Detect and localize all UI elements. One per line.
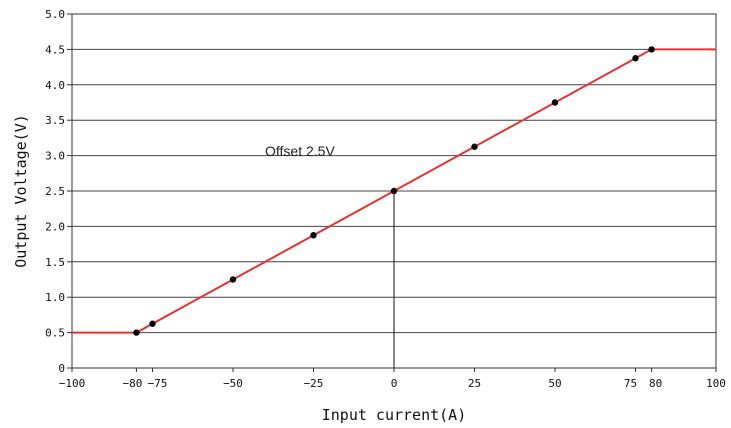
y-tick-label: 0 (58, 362, 65, 375)
data-point (551, 99, 559, 106)
y-tick-label: 3.5 (45, 114, 65, 127)
x-tick-label: 75 (624, 377, 637, 390)
data-point (133, 329, 140, 336)
y-tick-label: 1.5 (45, 256, 65, 269)
data-point (471, 143, 478, 150)
data-points (133, 46, 655, 336)
x-tick-label: 0 (391, 377, 398, 390)
x-tick-label: −50 (223, 377, 243, 390)
offset-annotation: Offset 2.5V (265, 143, 335, 159)
x-tick-label: −100 (59, 377, 86, 390)
y-tick-label: 4.0 (45, 79, 65, 92)
data-point (390, 187, 398, 195)
x-tick-label: 80 (649, 377, 662, 390)
y-tick-label: 2.5 (45, 185, 65, 198)
x-axis-title: Input current(A) (322, 406, 467, 424)
x-tick-label: −25 (304, 377, 324, 390)
y-tick-label: 2.0 (45, 220, 65, 233)
x-tick-label: 100 (706, 377, 726, 390)
x-tick-label: 50 (548, 377, 561, 390)
y-tick-label: 1.0 (45, 291, 65, 304)
data-point (632, 55, 639, 62)
y-axis-title: Output Voltage(V) (12, 114, 30, 268)
data-point (648, 46, 655, 53)
y-tick-label: 3.0 (45, 150, 65, 163)
data-point (229, 276, 237, 283)
data-point (149, 320, 156, 327)
x-tick-label: −80 (122, 377, 142, 390)
y-axis: 0 0.5 1.0 1.5 2.0 2.5 3.0 3.5 4.0 4.5 5.0 (45, 8, 72, 375)
y-tick-label: 0.5 (45, 327, 65, 340)
y-tick-label: 4.5 (45, 43, 65, 56)
x-tick-label: −75 (148, 377, 168, 390)
data-point (310, 232, 317, 239)
x-tick-label: 25 (468, 377, 481, 390)
x-axis: −100 −80 −75 −50 −25 0 25 50 75 80 100 (59, 368, 726, 390)
y-tick-label: 5.0 (45, 8, 65, 21)
